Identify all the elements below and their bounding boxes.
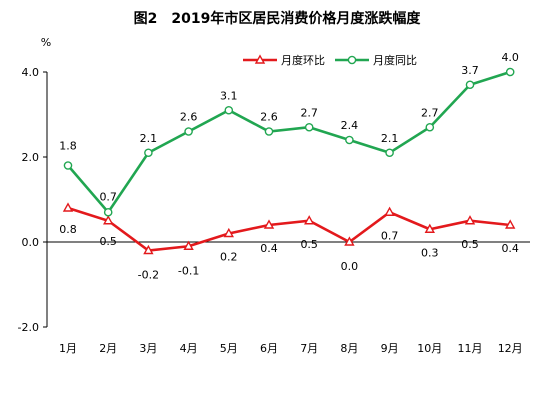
data-point [103,207,113,217]
x-tick-label: 8月 [340,342,358,355]
data-point [144,148,153,158]
data-label: 0.5 [99,235,117,248]
data-point [263,219,275,229]
data-point [143,244,154,255]
data-label: 2.1 [381,132,399,145]
data-label: 2.6 [260,111,278,124]
x-tick-label: 3月 [139,342,157,355]
data-label: 3.1 [220,89,238,102]
data-label: 2.4 [341,119,359,132]
data-point [384,206,395,216]
data-point [63,161,73,170]
data-point [304,122,314,132]
data-label: 0.5 [461,238,479,251]
legend-marker [347,55,357,65]
y-tick-label: 4.0 [22,66,40,79]
y-tick-label: 2.0 [22,151,40,164]
y-tick-label: 0.0 [22,236,40,249]
y-axis-unit-label: % [41,36,51,49]
data-point [264,127,274,136]
data-label: -0.1 [178,264,199,277]
x-tick-label: 10月 [417,342,442,355]
legend-label: 月度同比 [373,53,417,67]
data-point [223,227,234,238]
data-point [425,122,435,132]
data-point [424,223,435,233]
legend-label: 月度环比 [281,53,325,67]
x-tick-label: 6月 [260,342,278,355]
data-point [183,240,194,250]
data-label: 0.2 [220,251,238,264]
data-point [184,127,193,136]
series-line-1 [67,206,511,252]
data-point [385,148,394,158]
data-point [465,80,475,90]
x-tick-label: 9月 [381,342,399,355]
data-point [345,135,354,145]
data-label: 1.8 [59,140,77,153]
data-label: 0.5 [300,238,318,251]
data-label: 3.7 [461,64,479,77]
data-label: 2.6 [180,111,198,124]
data-label: 2.1 [140,132,158,145]
x-tick-label: 2月 [99,342,117,355]
data-label: 4.0 [501,51,519,64]
data-point [344,236,355,246]
data-point [505,67,515,77]
x-tick-label: 12月 [498,342,523,355]
data-point [304,215,315,225]
x-tick-label: 7月 [300,342,318,355]
data-label: -0.2 [138,269,159,282]
data-point [505,219,516,229]
data-point [224,105,234,115]
data-label: 2.7 [421,106,439,119]
data-label: 0.7 [99,190,117,203]
data-point [62,202,74,212]
series-line-2 [67,70,511,215]
data-point [464,215,476,225]
data-label: 0.0 [341,260,359,273]
data-label: 0.7 [381,229,399,242]
legend-marker [254,54,266,64]
data-label: 0.3 [421,246,439,259]
x-tick-label: 5月 [220,342,238,355]
y-tick-label: -2.0 [18,321,39,334]
data-label: 0.4 [260,242,278,255]
chart-title: 图2 2019年市区居民消费价格月度涨跌幅度 [133,11,421,27]
data-point [103,215,114,225]
data-label: 0.4 [501,242,519,255]
x-tick-label: 11月 [458,342,483,355]
x-tick-label: 1月 [59,342,77,355]
data-label: 0.8 [59,223,77,236]
data-label: 2.7 [300,106,318,119]
x-tick-label: 4月 [180,342,198,355]
